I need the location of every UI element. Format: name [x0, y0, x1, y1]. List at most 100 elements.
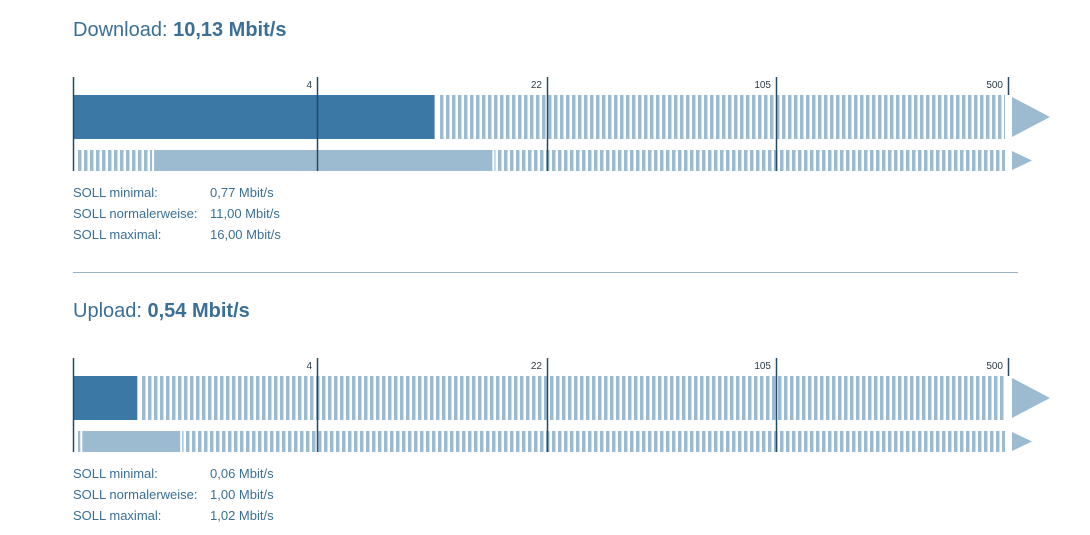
stripe-segment [466, 376, 470, 420]
stripe-segment [782, 95, 786, 139]
stripe-segment [510, 431, 514, 452]
stripe-segment [918, 431, 922, 452]
soll-value: 11,00 Mbit/s [210, 206, 280, 221]
stripe-segment [148, 376, 152, 420]
stripe-segment [570, 150, 574, 171]
stripe-segment [678, 150, 682, 171]
soll-label: SOLL minimal: [73, 466, 158, 481]
stripe-segment [768, 431, 772, 452]
stripe-segment [396, 431, 400, 452]
soll-label: SOLL maximal: [73, 508, 162, 523]
stripe-segment [896, 95, 900, 139]
stripe-segment [418, 376, 422, 420]
stripe-segment [906, 150, 910, 171]
stripe-segment [488, 95, 492, 139]
stripe-segment [596, 95, 600, 139]
stripe-segment [750, 431, 754, 452]
stripe-segment [244, 376, 248, 420]
stripe-segment [190, 376, 194, 420]
stripe-segment [664, 376, 668, 420]
stripe-segment [654, 431, 658, 452]
stripe-segment [952, 376, 956, 420]
stripe-segment [246, 431, 250, 452]
stripe-segment [504, 431, 508, 452]
measured-arrow [1012, 378, 1050, 418]
stripe-segment [684, 431, 688, 452]
stripe-segment [436, 376, 440, 420]
stripe-segment [340, 376, 344, 420]
stripe-segment [646, 376, 650, 420]
stripe-segment [228, 431, 232, 452]
stripe-segment [834, 431, 838, 452]
stripe-segment [618, 431, 622, 452]
stripe-segment [912, 150, 916, 171]
stripe-segment [506, 95, 510, 139]
download-value: 10,13 Mbit/s [173, 19, 287, 41]
stripe-segment [864, 431, 868, 452]
stripe-segment [390, 431, 394, 452]
stripe-segment [974, 95, 978, 139]
stripe-segment [578, 95, 582, 139]
stripe-segment [408, 431, 412, 452]
stripe-segment [746, 95, 750, 139]
stripe-segment [196, 376, 200, 420]
stripe-segment [830, 95, 834, 139]
stripe-segment [704, 95, 708, 139]
stripe-segment [590, 95, 594, 139]
stripe-segment [762, 431, 766, 452]
stripe-segment [624, 431, 628, 452]
stripe-segment [90, 150, 94, 171]
stripe-segment [944, 95, 948, 139]
stripe-segment [906, 431, 910, 452]
stripe-segment [160, 376, 164, 420]
upload-label: Upload: [73, 300, 142, 322]
stripe-segment [300, 431, 304, 452]
stripe-segment [708, 150, 712, 171]
stripe-segment [144, 150, 148, 171]
section-divider [73, 272, 1018, 273]
stripe-segment [786, 431, 790, 452]
stripe-segment [286, 376, 290, 420]
stripe-segment [772, 376, 776, 420]
stripe-segment [894, 150, 898, 171]
stripe-segment [454, 376, 458, 420]
stripe-segment [882, 150, 886, 171]
stripe-segment [1004, 95, 1005, 139]
stripe-segment [274, 376, 278, 420]
stripe-segment [252, 431, 256, 452]
stripe-segment [536, 95, 540, 139]
stripe-segment [966, 150, 970, 171]
stripe-segment [690, 150, 694, 171]
stripe-segment [250, 376, 254, 420]
stripe-segment [288, 431, 292, 452]
stripe-segment [648, 150, 652, 171]
stripe-segment [708, 431, 712, 452]
stripe-segment [482, 95, 486, 139]
stripe-segment [452, 95, 456, 139]
stripe-segment [610, 376, 614, 420]
stripe-segment [902, 95, 906, 139]
stripe-segment [178, 376, 182, 420]
stripe-segment [522, 150, 526, 171]
stripe-segment [942, 150, 946, 171]
measured-speed-bar [73, 376, 138, 420]
stripe-segment [202, 376, 206, 420]
stripe-segment [514, 376, 518, 420]
stripe-segment [384, 431, 388, 452]
stripe-segment [306, 431, 310, 452]
soll-arrow [1012, 151, 1032, 170]
stripe-segment [716, 95, 720, 139]
stripe-segment [970, 376, 974, 420]
stripe-segment [360, 431, 364, 452]
stripe-segment [656, 95, 660, 139]
stripe-segment [626, 95, 630, 139]
stripe-segment [852, 431, 856, 452]
stripe-segment [666, 150, 670, 171]
stripe-segment [784, 376, 788, 420]
stripe-segment [954, 431, 958, 452]
stripe-segment [714, 150, 718, 171]
stripe-segment [430, 376, 434, 420]
stripe-segment [204, 431, 208, 452]
stripe-segment [382, 376, 386, 420]
stripe-segment [612, 431, 616, 452]
